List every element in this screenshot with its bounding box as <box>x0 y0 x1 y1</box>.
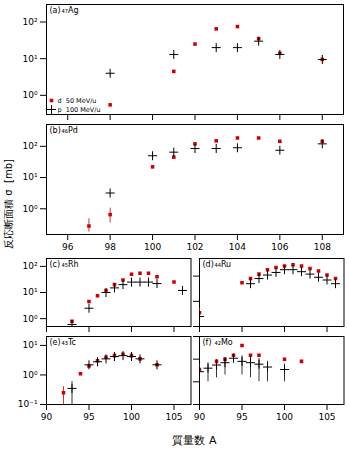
svg-text:102: 102 <box>186 242 203 252</box>
svg-text:108: 108 <box>314 242 331 252</box>
svg-text:(b): (b) <box>50 126 61 135</box>
svg-text:10¹: 10¹ <box>22 340 37 350</box>
svg-text:(e): (e) <box>50 338 61 347</box>
svg-text:100: 100 <box>123 412 140 422</box>
svg-text:10²: 10² <box>22 261 37 271</box>
svg-text:106: 106 <box>271 242 288 252</box>
svg-text:98: 98 <box>104 242 116 252</box>
svg-text:10¹: 10¹ <box>22 172 37 182</box>
svg-text:10⁰: 10⁰ <box>22 90 37 100</box>
svg-text:p 100 MeV/u: p 100 MeV/u <box>58 106 101 114</box>
svg-text:₄₃Tc: ₄₃Tc <box>62 338 76 347</box>
svg-text:10⁰: 10⁰ <box>22 370 37 380</box>
svg-text:質量数 A: 質量数 A <box>172 434 216 447</box>
svg-text:10¹: 10¹ <box>22 54 37 64</box>
svg-text:₄₄Ru: ₄₄Ru <box>214 260 231 269</box>
svg-text:105: 105 <box>165 412 182 422</box>
svg-text:10¹: 10¹ <box>22 287 37 297</box>
svg-text:₄₇Ag: ₄₇Ag <box>62 6 79 15</box>
svg-text:(d): (d) <box>202 260 213 269</box>
svg-text:100: 100 <box>275 412 292 422</box>
svg-text:104: 104 <box>229 242 246 252</box>
svg-text:105: 105 <box>318 412 335 422</box>
svg-text:96: 96 <box>62 242 74 252</box>
svg-text:100: 100 <box>144 242 161 252</box>
svg-text:₄₅Rh: ₄₅Rh <box>62 260 79 269</box>
svg-text:d 50 MeV/u: d 50 MeV/u <box>58 97 97 105</box>
svg-text:10⁰: 10⁰ <box>22 204 37 214</box>
svg-text:95: 95 <box>236 412 247 422</box>
svg-text:95: 95 <box>83 412 94 422</box>
svg-text:(a): (a) <box>50 6 61 15</box>
svg-text:10⁰: 10⁰ <box>22 314 37 324</box>
svg-text:反応断面積 σ [mb]: 反応断面積 σ [mb] <box>3 159 14 249</box>
svg-text:90: 90 <box>193 412 205 422</box>
svg-text:₄₂Mo: ₄₂Mo <box>214 338 232 347</box>
svg-text:(f): (f) <box>202 338 211 347</box>
svg-text:₄₆Pd: ₄₆Pd <box>62 126 78 135</box>
svg-text:10²: 10² <box>22 141 37 151</box>
svg-text:10⁻¹: 10⁻¹ <box>18 399 38 409</box>
svg-text:90: 90 <box>41 412 53 422</box>
svg-text:(c): (c) <box>50 260 61 269</box>
svg-text:10²: 10² <box>22 17 37 27</box>
